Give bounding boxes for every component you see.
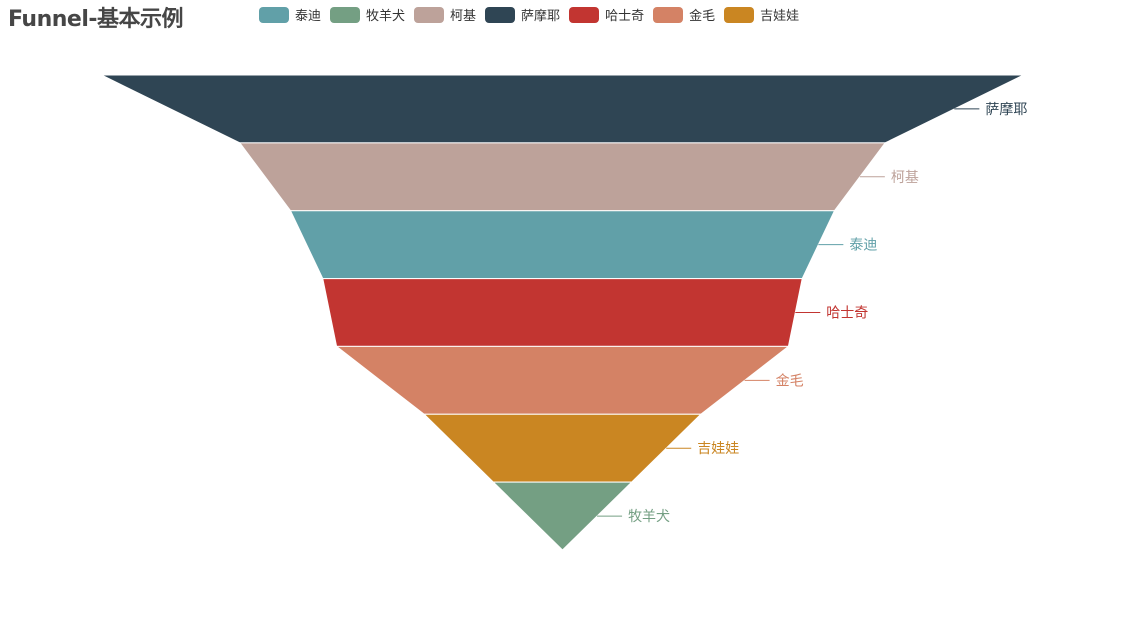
funnel-segment[interactable]: [322, 278, 803, 347]
segment-label: 泰迪: [849, 238, 877, 254]
legend-label: 萨摩耶: [521, 9, 561, 24]
legend-swatch: [724, 6, 755, 23]
legend-item[interactable]: 泰迪: [259, 5, 321, 24]
legend-label: 吉娃娃: [760, 9, 800, 24]
segment-label: 牧羊犬: [628, 509, 670, 525]
legend-label: 牧羊犬: [366, 9, 406, 24]
funnel-segment[interactable]: [335, 345, 790, 415]
funnel-segment[interactable]: [238, 142, 887, 212]
funnel-segment[interactable]: [289, 210, 836, 280]
legend: 泰迪 牧羊犬 柯基 萨摩耶 哈士奇 金毛 吉娃娃: [259, 5, 808, 24]
legend-item[interactable]: 萨摩耶: [485, 5, 560, 24]
segment-label: 吉娃娃: [697, 441, 739, 457]
funnel-segment[interactable]: [101, 74, 1024, 144]
funnel-segment[interactable]: [422, 413, 703, 483]
legend-swatch: [569, 6, 600, 23]
legend-label: 柯基: [450, 9, 477, 24]
segment-label: 萨摩耶: [985, 101, 1027, 118]
segment-label: 柯基: [891, 169, 919, 186]
legend-swatch: [330, 6, 361, 23]
legend-swatch: [485, 6, 516, 23]
chart-title: Funnel-基本示例: [8, 7, 184, 32]
legend-swatch: [653, 6, 684, 23]
segment-label: 金毛: [776, 373, 804, 389]
legend-item[interactable]: 牧羊犬: [330, 5, 405, 24]
legend-item[interactable]: 柯基: [414, 5, 476, 24]
legend-item[interactable]: 金毛: [653, 5, 715, 24]
legend-swatch: [259, 6, 289, 23]
legend-item[interactable]: 哈士奇: [569, 5, 644, 24]
legend-label: 泰迪: [295, 9, 322, 24]
legend-swatch: [414, 6, 445, 23]
segment-label: 哈士奇: [826, 305, 868, 322]
legend-label: 金毛: [689, 9, 716, 24]
legend-label: 哈士奇: [605, 9, 645, 24]
legend-item[interactable]: 吉娃娃: [724, 5, 799, 24]
